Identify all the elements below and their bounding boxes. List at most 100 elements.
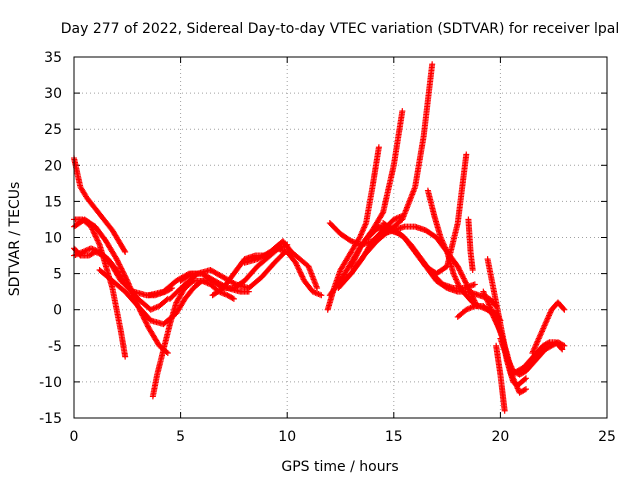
data-point xyxy=(462,278,469,285)
data-point xyxy=(296,266,303,273)
data-point xyxy=(294,262,301,269)
y-tick-label: 20 xyxy=(44,158,62,174)
data-point xyxy=(118,265,125,272)
data-point xyxy=(294,263,301,270)
series-arc6 xyxy=(71,216,171,357)
data-point xyxy=(90,229,97,236)
data-point xyxy=(163,296,170,303)
data-point xyxy=(461,276,468,283)
data-point xyxy=(559,346,566,353)
data-point xyxy=(560,305,567,312)
data-point xyxy=(471,281,478,288)
data-point xyxy=(379,210,386,217)
y-tick-label: 5 xyxy=(53,267,62,283)
data-point xyxy=(297,270,304,277)
x-tick-label: 15 xyxy=(385,429,403,445)
data-point xyxy=(91,232,98,239)
data-point xyxy=(122,275,129,282)
data-point xyxy=(142,319,149,326)
data-point xyxy=(116,262,123,269)
series-arc22 xyxy=(454,303,529,396)
data-point xyxy=(115,260,122,267)
data-point xyxy=(348,263,355,270)
data-point xyxy=(521,376,528,383)
data-point xyxy=(118,266,125,273)
y-tick-label: 0 xyxy=(53,303,62,319)
data-point xyxy=(456,267,463,274)
data-point xyxy=(121,247,128,254)
data-point xyxy=(296,268,303,275)
data-point xyxy=(135,304,142,311)
data-point xyxy=(117,264,124,271)
data-point xyxy=(454,263,461,270)
data-point xyxy=(122,353,129,360)
data-point xyxy=(521,386,528,393)
data-point xyxy=(134,303,141,310)
series-arc1 xyxy=(71,155,129,255)
data-point xyxy=(142,317,149,324)
x-tick-label: 20 xyxy=(491,429,509,445)
plot-frame xyxy=(73,56,608,419)
data-point xyxy=(356,245,363,252)
data-point xyxy=(522,386,529,393)
data-point xyxy=(91,230,98,237)
data-point xyxy=(122,273,129,280)
data-point xyxy=(522,375,529,382)
data-point xyxy=(140,313,147,320)
data-point xyxy=(144,322,151,329)
data-point xyxy=(95,238,102,245)
data-point xyxy=(122,248,129,255)
y-tick-label: 15 xyxy=(44,194,62,210)
data-point xyxy=(94,237,101,244)
data-point xyxy=(114,257,121,264)
series-arc12 xyxy=(241,238,321,292)
data-point xyxy=(314,285,321,292)
data-point xyxy=(399,108,406,115)
series-arc28 xyxy=(508,339,566,378)
data-point xyxy=(119,268,126,275)
data-point xyxy=(375,144,382,151)
data-point xyxy=(463,151,470,158)
data-point xyxy=(460,275,467,282)
series-arc29 xyxy=(529,299,568,357)
data-point xyxy=(349,260,356,267)
data-point xyxy=(229,295,236,302)
x-tick-label: 25 xyxy=(598,429,616,445)
data-point xyxy=(299,273,306,280)
data-point xyxy=(460,274,467,281)
series-arc26 xyxy=(493,342,508,414)
chart-title: Day 277 of 2022, Sidereal Day-to-day VTE… xyxy=(61,21,619,37)
y-axis-label: SDTVAR / TECUs xyxy=(7,182,23,297)
y-tick-label: -10 xyxy=(39,375,62,391)
data-point xyxy=(501,407,508,414)
data-point xyxy=(459,272,466,279)
data-point xyxy=(137,308,144,315)
y-tick-label: 35 xyxy=(44,50,62,66)
data-point xyxy=(93,234,100,241)
data-point xyxy=(293,261,300,268)
data-point xyxy=(354,249,361,256)
axis-ticks: 0 5 10 15 20 25 -15 -10 -5 0 5 10 15 20 25 30 35 xyxy=(39,50,616,445)
data-point xyxy=(298,272,305,279)
data-point xyxy=(113,256,120,263)
series-arc15 xyxy=(335,61,436,292)
data-point xyxy=(458,271,465,278)
data-point xyxy=(352,255,359,262)
data-point xyxy=(136,307,143,314)
data-point xyxy=(120,269,127,276)
data-point xyxy=(357,244,364,251)
data-point xyxy=(351,256,358,263)
data-point xyxy=(114,258,121,265)
data-point xyxy=(558,345,565,352)
data-point xyxy=(455,264,462,271)
series-arc25 xyxy=(465,216,476,273)
data-point xyxy=(92,233,99,240)
series-arc7 xyxy=(149,277,237,400)
data-point xyxy=(561,306,568,313)
y-tick-label: -15 xyxy=(39,411,62,427)
data-point xyxy=(295,265,302,272)
x-tick-label: 5 xyxy=(176,429,185,445)
data-point xyxy=(545,339,552,346)
data-point xyxy=(138,309,145,316)
